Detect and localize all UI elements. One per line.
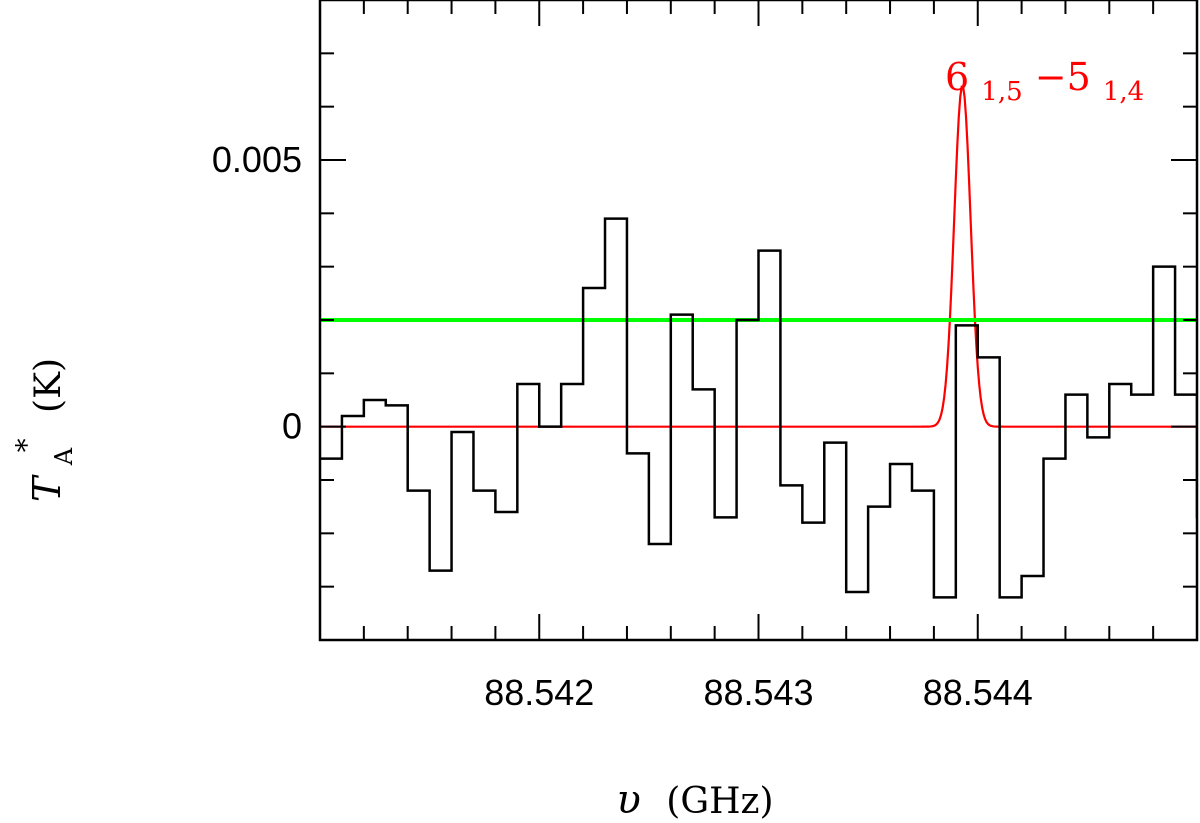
x-axis-symbol: υ [617,777,641,823]
y-tick-label: 0.005 [212,139,302,180]
y-axis-superscript: * [10,438,43,452]
y-tick-label: 0 [282,406,302,447]
x-tick-label: 88.543 [703,672,813,713]
annotation-part-1: 6 [945,55,969,99]
y-axis-unit: (K) [28,358,69,413]
x-tick-label: 88.544 [923,672,1033,713]
x-axis-unit: (GHz) [666,781,773,822]
annotation-part-2: −5 [1035,55,1091,99]
x-tick-label: 88.542 [484,672,594,713]
transition-annotation: 6 1,5 −5 1,4 [945,55,1144,109]
y-axis-subscript: A [50,447,78,466]
gaussian-fit-line [320,85,1197,428]
spectrum-line [320,217,1197,599]
x-axis-label: υ (GHz) [617,777,774,823]
y-axis-symbol: T [25,474,69,502]
annotation-sub-1: 1,5 [981,77,1022,107]
annotation-sub-2: 1,4 [1103,77,1144,107]
y-axis-label: T A * (K) [4,358,81,502]
